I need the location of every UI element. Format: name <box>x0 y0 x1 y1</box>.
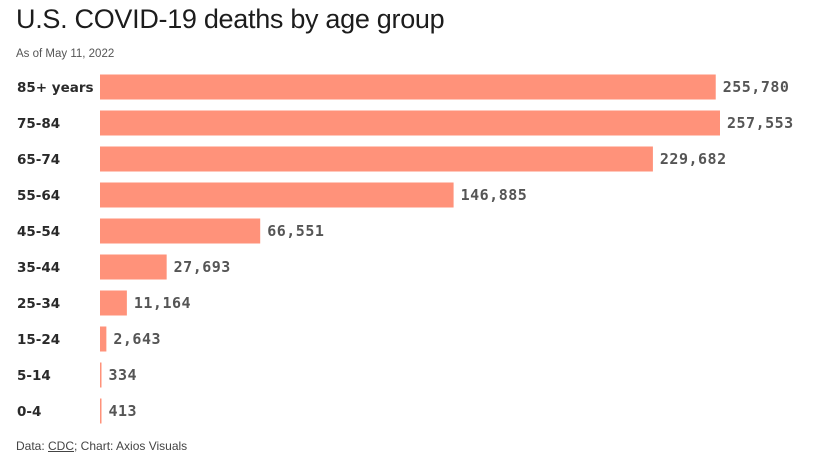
category-label: 15-24 <box>17 332 60 348</box>
bar <box>100 182 454 208</box>
category-label: 45-54 <box>17 224 60 240</box>
value-label: 413 <box>109 402 138 420</box>
chart-title: U.S. COVID-19 deaths by age group <box>16 4 445 34</box>
value-label: 257,553 <box>727 114 794 132</box>
chart-footer: Data: CDC; Chart: Axios Visuals <box>16 439 187 453</box>
bar <box>100 254 167 280</box>
category-label: 0-4 <box>17 404 41 420</box>
category-label: 65-74 <box>17 152 60 168</box>
category-label: 25-34 <box>17 296 60 312</box>
category-label: 35-44 <box>17 260 60 276</box>
value-label: 334 <box>109 366 138 384</box>
source-link[interactable]: CDC <box>48 439 75 453</box>
value-label: 27,693 <box>174 258 231 276</box>
category-label: 55-64 <box>17 188 60 204</box>
bar-chart: 85+ years 255,780 75-84 257,553 65-74 229,682… <box>17 74 794 424</box>
bar <box>100 110 720 136</box>
category-label: 5-14 <box>17 368 51 384</box>
value-label: 11,164 <box>134 294 191 312</box>
footer-data-prefix: Data: <box>16 439 49 453</box>
value-label: 229,682 <box>660 150 727 168</box>
bar <box>100 74 716 100</box>
bar <box>100 290 127 316</box>
chart-subtitle: As of May 11, 2022 <box>16 48 115 60</box>
value-label: 146,885 <box>461 186 528 204</box>
footer-credit: ; Chart: Axios Visuals <box>74 439 188 453</box>
bar <box>100 326 107 352</box>
value-label: 2,643 <box>113 330 161 348</box>
bar <box>100 146 653 172</box>
value-label: 66,551 <box>267 222 324 240</box>
category-label: 85+ years <box>17 80 94 96</box>
category-label: 75-84 <box>17 116 60 132</box>
bar <box>100 218 261 244</box>
bar <box>100 398 102 424</box>
value-label: 255,780 <box>723 78 790 96</box>
bar <box>100 362 102 388</box>
